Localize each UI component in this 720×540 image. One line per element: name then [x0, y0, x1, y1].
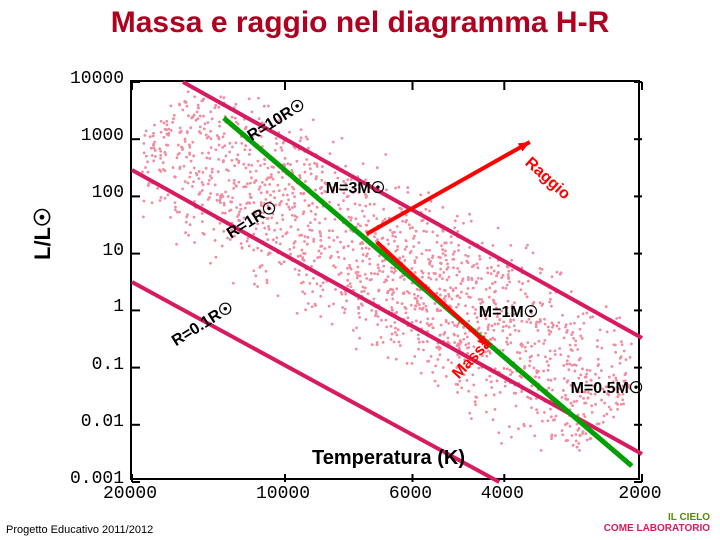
xtick-label: 2000 [618, 484, 661, 504]
ytick-label: 100 [34, 183, 124, 203]
hr-diagram: Temperatura (K) R=10R☉R=1R☉R=0.1R☉M=3M☉M… [130, 80, 640, 480]
ytick-label: 10 [34, 241, 124, 261]
ytick-label: 10000 [34, 69, 124, 89]
ytick-label: 1 [34, 297, 124, 317]
footer-right: IL CIELO COME LABORATORIO [604, 512, 710, 534]
xtick-label: 20000 [103, 484, 157, 504]
footer-right-bottom: COME LABORATORIO [604, 523, 710, 534]
page-title: Massa e raggio nel diagramma H-R [0, 6, 720, 40]
ytick-label: 0.01 [34, 412, 124, 432]
footer-right-top: IL CIELO [668, 512, 710, 523]
ytick-label: 1000 [34, 126, 124, 146]
xtick-label: 4000 [481, 484, 524, 504]
x-axis-label: Temperatura (K) [312, 447, 465, 470]
xtick-label: 10000 [256, 484, 310, 504]
scatter-layer [141, 90, 633, 452]
footer-left: Progetto Educativo 2011/2012 [6, 524, 153, 536]
xtick-label: 6000 [389, 484, 432, 504]
ytick-label: 0.1 [34, 355, 124, 375]
